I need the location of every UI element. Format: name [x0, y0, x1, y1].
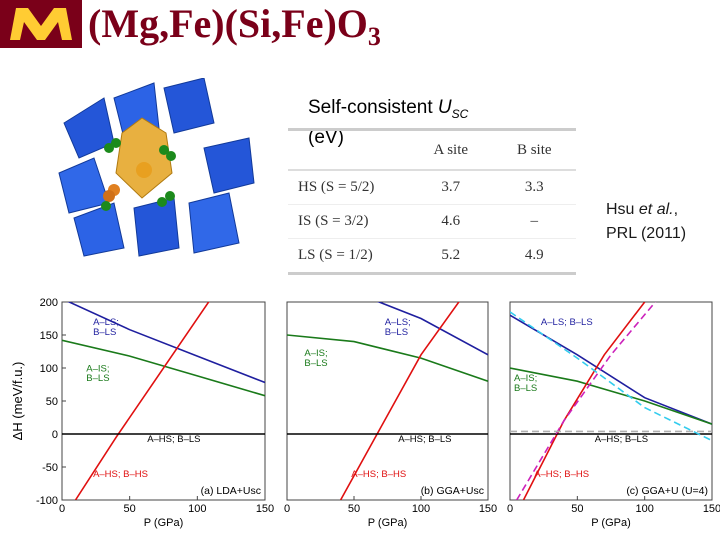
series-label: A–HS; B–LS	[595, 434, 648, 445]
series-group	[510, 302, 712, 500]
perovskite-structure-image	[58, 78, 255, 257]
series-label: B–LS	[93, 327, 116, 338]
series-label: B–LS	[86, 373, 109, 384]
hubbard-u-table: A site B site HS (S = 5/2) 3.7 3.3 IS (S…	[288, 128, 576, 275]
series-label: A–HS; B–LS	[398, 434, 451, 445]
title-formula: (Mg,Fe)(Si,Fe)O	[88, 1, 368, 46]
reference-journal: PRL (2011)	[606, 225, 687, 242]
series-label: B–LS	[304, 358, 327, 369]
caption-u: U	[437, 97, 452, 118]
y-tick-label: 100	[40, 363, 58, 375]
series-line	[510, 367, 712, 425]
series-label: A–HS; B–HS	[93, 469, 148, 480]
reference-line-1: Hsu et al.,	[606, 198, 686, 222]
series-line	[287, 334, 488, 382]
x-axis-label: P (GPa)	[591, 517, 631, 529]
series-group	[62, 302, 265, 500]
x-tick-label: 0	[284, 503, 290, 515]
series-line	[516, 302, 657, 500]
series-line	[339, 302, 460, 500]
col-header: A site	[409, 128, 493, 171]
x-tick-label: 100	[635, 503, 653, 515]
series-line	[62, 339, 265, 397]
table-cell: IS (S = 3/2)	[288, 204, 409, 239]
series-label: A–HS; B–HS	[534, 469, 589, 480]
table-row: IS (S = 3/2) 4.6 –	[288, 204, 576, 239]
x-tick-label: 0	[59, 503, 65, 515]
y-tick-label: 0	[52, 429, 58, 441]
x-tick-label: 0	[507, 503, 513, 515]
plot-frame	[509, 301, 713, 501]
table-cell: LS (S = 1/2)	[288, 238, 409, 275]
series-line	[522, 302, 646, 500]
y-tick-label: 50	[46, 396, 58, 408]
y-axis-label: ΔH (meV/f.u.)	[10, 362, 25, 441]
series-label: A–IS;	[86, 363, 109, 374]
table-cell: HS (S = 5/2)	[288, 170, 409, 205]
col-header	[288, 128, 409, 171]
table-cell: 4.9	[492, 238, 576, 275]
x-tick-label: 150	[479, 503, 497, 515]
table-cell: 3.3	[492, 170, 576, 205]
page-title: (Mg,Fe)(Si,Fe)O3	[88, 0, 381, 61]
panel-label: (a) LDA+Usc	[201, 485, 261, 497]
university-logo	[0, 0, 82, 48]
series-label: A–IS;	[514, 373, 537, 384]
title-subscript: 3	[367, 22, 381, 51]
y-tick-label: -50	[42, 462, 58, 474]
x-tick-label: 50	[571, 503, 583, 515]
caption-line-1: Self-consistent USC	[308, 96, 468, 126]
y-tick-label: 150	[40, 330, 58, 342]
table-cell: 4.6	[409, 204, 493, 239]
x-tick-label: 50	[348, 503, 360, 515]
series-group	[287, 302, 488, 500]
series-label: B–LS	[385, 327, 408, 338]
reference-author: Hsu	[606, 201, 639, 218]
series-line	[510, 311, 712, 442]
panel-label: (c) GGA+U (U=4)	[626, 485, 708, 497]
series-label: A–LS;	[93, 317, 119, 328]
series-label: A–HS; B–HS	[351, 469, 406, 480]
series-line	[67, 302, 265, 384]
y-tick-label: -100	[36, 495, 58, 507]
caption-prefix: Self-consistent	[308, 97, 438, 118]
plot-frame	[286, 301, 489, 501]
table-cell: 5.2	[409, 238, 493, 275]
table-header-row: A site B site	[288, 128, 576, 171]
series-label: A–LS;	[385, 317, 411, 328]
reference-comma: ,	[673, 201, 679, 218]
y-tick-label: 200	[40, 297, 58, 309]
x-tick-label: 100	[188, 503, 206, 515]
reference-citation: Hsu et al., PRL (2011)	[606, 198, 686, 246]
chart-panel: 0 50 100 150-100-50050100150200A–LS;B–LSA–I…	[10, 297, 274, 529]
x-tick-label: 150	[256, 503, 274, 515]
chart-panel: 0 50 100 150 A–LS; B–LS A–IS;B–LS A–HS; B–LS A–…	[507, 301, 720, 529]
enthalpy-plots: 0 50 100 150-100-50050100150200A–LS;B–LSA–I…	[10, 297, 720, 529]
table-cell: 3.7	[409, 170, 493, 205]
series-label: A–HS; B–LS	[147, 434, 200, 445]
x-tick-label: 50	[124, 503, 136, 515]
table-row: LS (S = 1/2) 5.2 4.9	[288, 238, 576, 275]
x-axis-label: P (GPa)	[144, 517, 184, 529]
table-row: HS (S = 5/2) 3.7 3.3	[288, 170, 576, 205]
series-label: B–LS	[514, 383, 537, 394]
series-label: A–IS;	[304, 348, 327, 359]
x-tick-label: 150	[703, 503, 720, 515]
x-axis-label: P (GPa)	[368, 517, 408, 529]
series-line	[510, 314, 712, 425]
panel-label: (b) GGA+Usc	[421, 485, 484, 497]
series-label: A–LS; B–LS	[541, 317, 593, 328]
series-line	[376, 302, 488, 356]
m-logo-icon	[10, 8, 72, 40]
caption-sub: SC	[451, 106, 469, 121]
col-header: B site	[492, 128, 576, 171]
x-tick-label: 100	[412, 503, 430, 515]
series-line	[74, 302, 210, 500]
reference-etal: et al.	[638, 201, 674, 218]
table-cell: –	[492, 204, 576, 239]
